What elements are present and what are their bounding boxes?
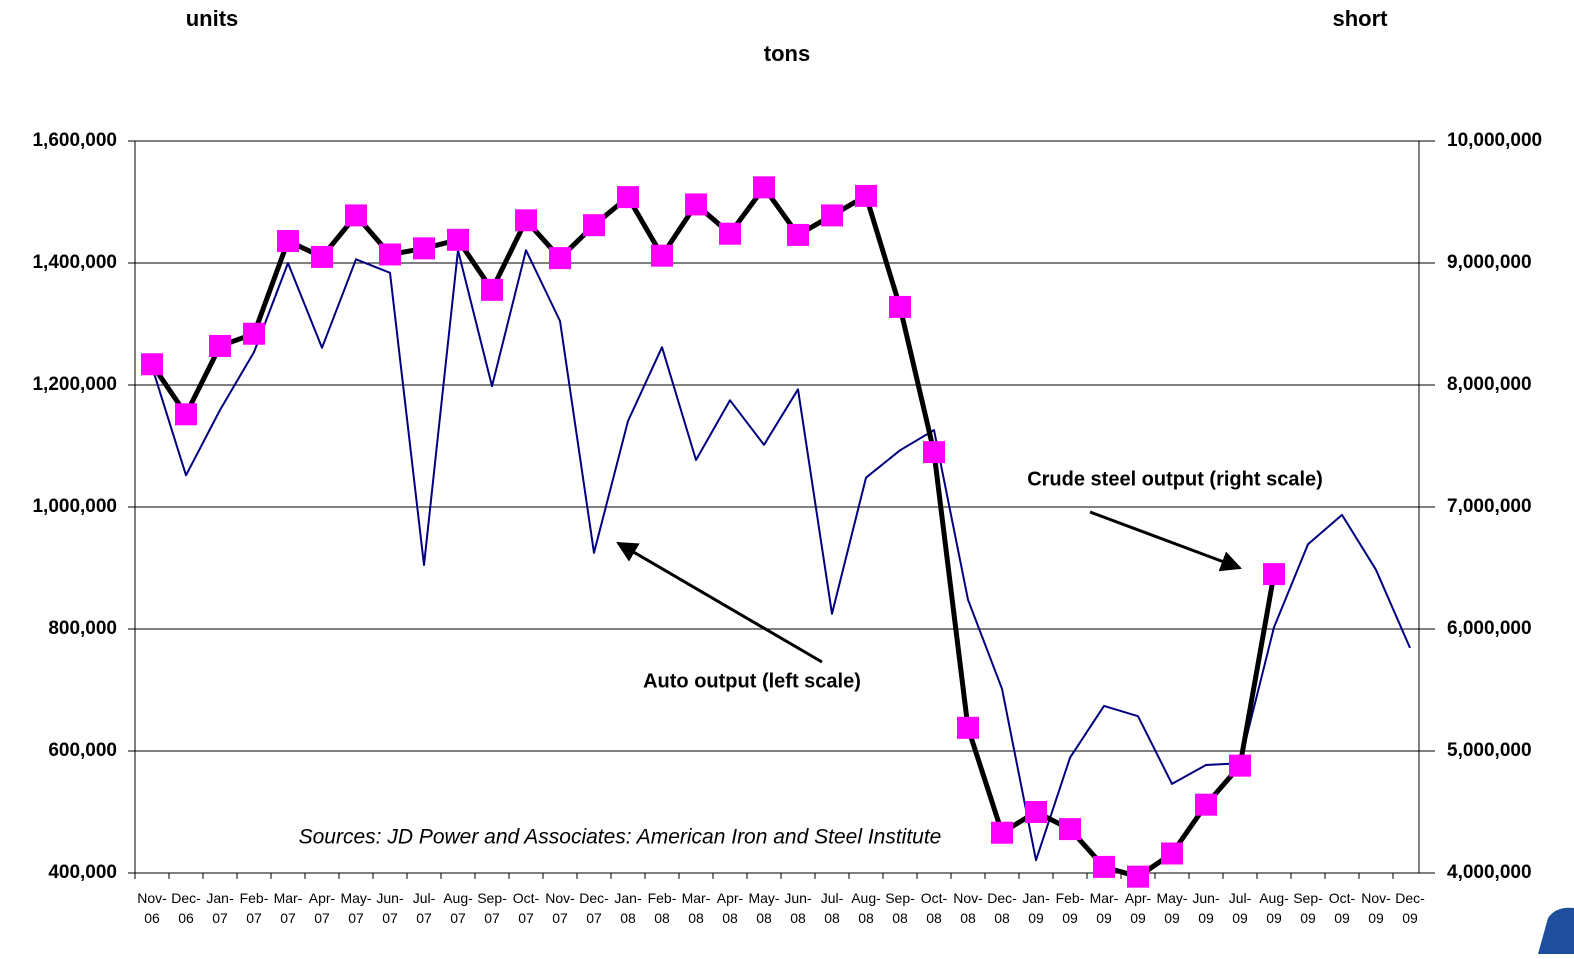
x-tick-label: Jan-08 [614,890,642,926]
x-tick-label: Jun-09 [1192,890,1220,926]
x-tick-label: Aug-09 [1259,890,1289,926]
x-tick-label: Mar-07 [274,890,303,926]
x-tick-label: Mar-08 [682,890,711,926]
x-tick-label: May-07 [340,890,371,926]
marker [889,295,911,318]
x-tick-label: Nov-09 [1361,890,1391,926]
marker [277,230,299,253]
x-tick-label: May-08 [748,890,779,926]
x-tick-label: Jul-08 [821,890,844,926]
x-tick-label: Apr-09 [1125,890,1152,926]
marker [243,322,265,345]
x-tick-label: Nov-06 [137,890,167,926]
x-tick-label: Apr-08 [717,890,744,926]
y2-tick-label: 4,000,000 [1447,862,1532,883]
marker [583,214,605,237]
marker [753,176,775,199]
marker [447,228,469,251]
marker [685,193,707,216]
x-tick-label: Feb-07 [240,890,269,926]
marker [311,245,333,268]
marker [1229,754,1251,777]
y-tick-label: 1,400,000 [32,252,117,273]
y2-tick-label: 8,000,000 [1447,374,1532,395]
y-tick-label: 1,200,000 [32,374,117,395]
series-line [151,249,1411,862]
y2-axis-title: short [1333,6,1389,31]
x-tick-label: Apr-07 [309,890,336,926]
logo [1538,907,1574,954]
x-tick-label: May-09 [1156,890,1187,926]
marker [787,223,809,246]
y-tick-label: 1,000,000 [32,496,117,517]
marker [821,204,843,227]
x-tick-label: Feb-09 [1056,890,1085,926]
marker [141,353,163,376]
x-tick-label: Oct-09 [1329,890,1356,926]
marker [379,243,401,266]
x-tick-label: Feb-08 [648,890,677,926]
x-tick-label: Dec-07 [579,890,609,926]
x-tick-label: Aug-07 [443,890,473,926]
y-tick-label: 600,000 [48,740,117,761]
annotation: Auto output (left scale) [643,670,861,692]
marker [957,716,979,739]
y-tick-label: 800,000 [48,618,117,639]
marker [651,244,673,267]
marker [1161,842,1183,865]
marker [209,334,231,357]
x-tick-label: Aug-08 [851,890,881,926]
x-tick-label: Nov-08 [953,890,983,926]
marker [855,184,877,207]
x-tick-label: Oct-08 [921,890,948,926]
marker [175,403,197,426]
marker [923,441,945,464]
annotation: Crude steel output (right scale) [1027,468,1323,490]
marker [1127,865,1149,888]
y2-tick-label: 10,000,000 [1447,130,1542,151]
marker [481,278,503,301]
x-tick-label: Jun-07 [376,890,404,926]
marker [413,237,435,260]
x-tick-label: Oct-07 [513,890,540,926]
marker [1195,793,1217,816]
x-tick-label: Jul-07 [413,890,436,926]
marker [1059,818,1081,841]
x-tick-label: Jun-08 [784,890,812,926]
source-note: Sources: JD Power and Associates: Americ… [299,826,942,849]
x-tick-label: Sep-08 [885,890,915,926]
x-tick-label: Jul-09 [1229,890,1252,926]
x-tick-label: Sep-09 [1293,890,1323,926]
y-axis-title: units [186,6,239,31]
x-tick-label: Jan-07 [206,890,234,926]
y2-tick-label: 7,000,000 [1447,496,1532,517]
x-tick-label: Dec-08 [987,890,1017,926]
arrow [1089,510,1242,572]
y2-tick-label: 6,000,000 [1447,618,1532,639]
marker [1093,855,1115,878]
y2-tick-label: 5,000,000 [1447,740,1532,761]
marker [1025,801,1047,823]
series-line [149,184,1277,880]
chart-subtitle: tons [764,41,810,66]
marker [345,204,367,227]
marker [549,247,571,270]
y-tick-label: 1,600,000 [32,130,117,151]
x-tick-label: Mar-09 [1090,890,1119,926]
marker [1263,563,1285,586]
x-tick-label: Dec-09 [1395,890,1425,926]
marker [515,209,537,232]
x-tick-label: Dec-06 [171,890,201,926]
x-tick-label: Nov-07 [545,890,575,926]
marker [617,186,639,209]
x-tick-label: Jan-09 [1022,890,1050,926]
marker [991,821,1013,844]
x-tick-label: Sep-07 [477,890,507,926]
arrow [616,541,823,664]
y-tick-label: 400,000 [48,862,117,883]
y2-tick-label: 9,000,000 [1447,252,1532,273]
marker [719,222,741,245]
